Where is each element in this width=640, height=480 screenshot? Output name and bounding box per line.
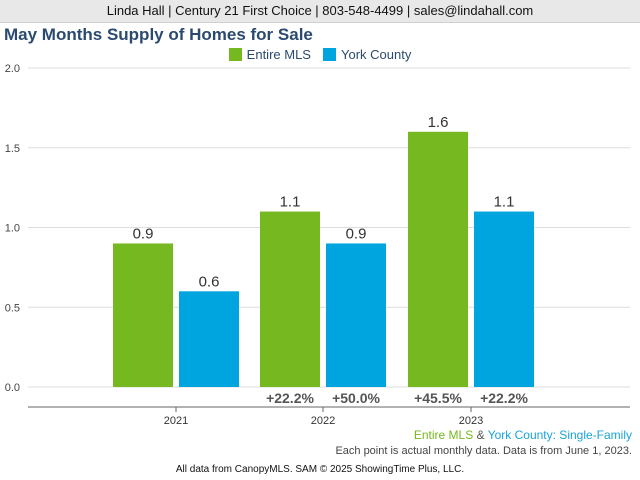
series-note: Entire MLS & York County: Single-Family (414, 428, 632, 442)
change-label: +22.2% (480, 390, 528, 406)
data-label: 1.6 (428, 114, 449, 131)
series-note-york-county: York County (487, 428, 553, 442)
data-label: 0.9 (346, 225, 367, 242)
y-tick-label: 0.0 (5, 382, 20, 394)
change-label: +45.5% (414, 390, 462, 406)
data-label: 0.6 (199, 273, 220, 290)
legend-label-entire-mls: Entire MLS (246, 46, 311, 62)
legend-swatch-entire-mls (228, 47, 242, 61)
legend-item-york-county[interactable]: York County (322, 46, 412, 62)
x-tick-label: 2022 (311, 415, 335, 427)
x-tick-label: 2021 (164, 415, 188, 427)
bar-york-county-2021 (179, 291, 239, 387)
data-note: Each point is actual monthly data. Data … (335, 445, 632, 457)
change-label: +22.2% (266, 390, 314, 406)
footer-credit: All data from CanopyMLS. SAM © 2025 Show… (175, 464, 465, 475)
y-tick-label: 0.5 (5, 302, 20, 314)
data-label: 1.1 (280, 194, 301, 211)
change-label: +50.0% (332, 390, 380, 406)
legend-label-york-county: York County (340, 46, 412, 62)
data-label: 0.9 (133, 225, 154, 242)
header-contact-text: Linda Hall | Century 21 First Choice | 8… (106, 3, 534, 18)
data-label: 1.1 (494, 194, 515, 211)
bar-entire-mls-2023 (408, 131, 468, 387)
chart-title: May Months Supply of Homes for Sale (4, 25, 313, 44)
legend: Entire MLS York County (0, 46, 640, 62)
y-tick-label: 1.5 (5, 143, 20, 155)
bar-entire-mls-2022 (260, 211, 320, 387)
series-note-entire-mls: Entire MLS (413, 428, 474, 442)
header-bar: Linda Hall | Century 21 First Choice | 8… (0, 0, 640, 23)
bar-entire-mls-2021 (113, 243, 173, 387)
y-tick-label: 2.0 (5, 63, 20, 75)
bar-york-county-2023 (474, 211, 534, 387)
bar-york-county-2022 (326, 243, 386, 387)
legend-item-entire-mls[interactable]: Entire MLS (228, 46, 311, 62)
series-note-property-type: : Single-Family (552, 428, 632, 442)
series-note-amp: & (473, 428, 488, 442)
legend-swatch-york-county (322, 47, 336, 61)
x-tick-label: 2023 (459, 415, 483, 427)
y-tick-label: 1.0 (5, 223, 20, 235)
